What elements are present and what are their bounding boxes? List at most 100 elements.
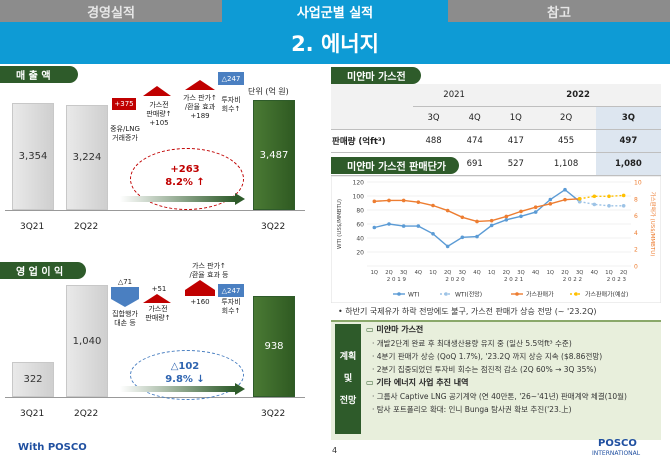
baseline <box>5 210 305 211</box>
x-year-label: 2 0 2 1 <box>504 277 523 283</box>
x-tick-label: 4Q <box>591 270 598 276</box>
data-point <box>592 194 597 199</box>
driver-badge-invest: △247 <box>218 72 244 85</box>
up-bar <box>185 290 215 296</box>
plan-label-1: 계획 <box>339 352 357 362</box>
plan-item: · 그룹사 Captive LNG 공기계약 (연 40만톤, '26~'41년… <box>372 392 627 401</box>
data-point <box>577 199 582 204</box>
up-arrow-icon <box>185 80 215 90</box>
data-point <box>416 224 421 228</box>
data-point <box>460 235 465 240</box>
x-tick-label: 4Q <box>532 270 539 276</box>
tab-performance[interactable]: 경영실적 <box>0 0 222 22</box>
data-point <box>475 234 479 239</box>
x-label-3q21: 3Q21 <box>20 409 45 419</box>
driver-text-baddebt: 집합행가 대손 등 <box>112 310 138 327</box>
x-tick-label: 3Q <box>517 270 524 276</box>
x-tick-label: 1Q <box>429 270 436 276</box>
profit-value-3q21: 322 <box>23 374 43 385</box>
x-tick-label: 2Q <box>444 270 451 276</box>
profit-value-3q22: 938 <box>264 341 284 352</box>
revenue-value-3q22: 3,487 <box>259 149 289 161</box>
revenue-change-amount: +263 <box>170 164 200 175</box>
y-axis-label-right: 가스판매가 (US$/MMBTU) <box>649 192 657 257</box>
plan-section1-title-text: 미얀마 가스전 <box>376 325 424 334</box>
plan-item: · 2분기 집중되었던 투자비 회수는 점진적 감소 (2Q 60% → 3Q … <box>372 365 597 374</box>
x-tick-label: 1Q <box>371 270 378 276</box>
data-point <box>387 198 391 203</box>
x-label-3q22: 3Q22 <box>261 409 286 419</box>
x-label-3q22: 3Q22 <box>261 222 286 232</box>
data-point <box>489 223 494 228</box>
legend-marker <box>574 292 578 296</box>
series-line <box>579 200 624 207</box>
series-line <box>579 194 624 200</box>
revenue-header: 매 출 액 <box>0 66 78 83</box>
up-arrow-icon <box>143 294 171 303</box>
plan-label-3: 전망 <box>339 396 357 406</box>
logo-posco: POSCO <box>598 438 637 449</box>
driver-text-gasvolume: 가스전 판매량↑ <box>145 305 171 322</box>
y-tick-right: 2 <box>634 247 638 254</box>
x-label-3q21: 3Q21 <box>20 222 45 232</box>
myanmar-header: 미얀마 가스전 <box>331 67 421 84</box>
data-point <box>504 218 509 222</box>
driver-badge-baddebt: △71 <box>117 278 133 286</box>
arrow-head-icon <box>235 193 245 205</box>
driver-text-gasfield: 가스전 판매량↑ +105 <box>146 101 172 127</box>
myanmar-table: 2021 2022 3Q 4Q 1Q 2Q 3Q 판매량 (억ft³) 488 … <box>331 84 661 176</box>
profit-value-2q22: 1,040 <box>72 335 102 347</box>
quarter-header: 3Q <box>413 106 455 130</box>
data-point <box>563 187 567 192</box>
profit-change: △102 9.8% ↓ <box>150 360 220 386</box>
data-point <box>401 198 406 203</box>
data-point <box>563 197 567 202</box>
quarter-header: 3Q <box>595 106 661 130</box>
driver-badge-invest2: △247 <box>218 284 244 297</box>
plan-label: 계획 및 전망 <box>335 324 361 434</box>
x-year-label: 2 0 2 2 <box>563 277 582 283</box>
x-tick-label: 1Q <box>547 270 554 276</box>
table-cell: 488 <box>413 129 455 153</box>
revenue-value-3q21: 3,354 <box>18 151 48 162</box>
tab-business-results[interactable]: 사업군별 실적 <box>222 0 448 22</box>
plan-item: · 탐사 포트폴리오 확대: 인니 Bunga 탐사권 확보 추진('23.上) <box>372 405 572 414</box>
driver-text-invest: 투자비 회수↑ <box>221 96 241 113</box>
data-point <box>533 210 538 214</box>
quarter-header: 1Q <box>495 106 537 130</box>
data-point <box>548 197 553 202</box>
x-tick-label: 4Q <box>415 270 422 276</box>
change-circle <box>130 148 244 210</box>
x-tick-label: 2Q <box>620 270 627 276</box>
y-tick-left: 80 <box>356 208 364 215</box>
x-label-2q22: 2Q22 <box>74 409 99 419</box>
bullet-icon: ▭ <box>366 378 377 387</box>
change-circle <box>130 350 244 400</box>
logo-international: INTERNATIONAL <box>592 450 641 457</box>
legend-marker <box>515 292 519 296</box>
x-label-2q22: 2Q22 <box>74 222 99 232</box>
table-corner <box>331 84 413 107</box>
profit-bar-3q21: 322 <box>12 362 54 397</box>
data-point <box>475 219 479 224</box>
data-point <box>577 197 582 201</box>
table-row: 판매량 (억ft³) 488 474 417 455 497 <box>331 129 661 153</box>
quarter-header: 4Q <box>454 106 496 130</box>
data-point <box>372 199 377 204</box>
logo-with-posco: With POSCO <box>18 442 87 453</box>
x-year-label: 2 0 1 9 <box>387 277 407 283</box>
x-tick-label: 2Q <box>385 270 392 276</box>
row-label: 판매량 (억ft³) <box>331 129 413 153</box>
data-point <box>621 204 626 208</box>
revenue-bar-2q22: 3,224 <box>66 105 108 210</box>
bullet-icon: ▭ <box>366 325 377 334</box>
tab-reference[interactable]: 참고 <box>448 0 670 22</box>
plan-item: · 4분기 판매가 상승 (QoQ 1.7%), '23.2Q 까지 상승 지속… <box>372 352 603 361</box>
y-axis-label-left: WTI (US$/MMBTU) <box>337 199 343 249</box>
price-chart-header: 미얀마 가스전 판매단가 <box>331 157 459 174</box>
profit-bar-3q22: 938 <box>253 296 295 397</box>
driver-badge-gasvolume: +51 <box>151 285 167 293</box>
legend-label: 가스판매가(예상) <box>585 291 628 299</box>
price-chart: 20 40 60 80 100 120 0 2 4 6 8 10 WTI (US$/MMBTU) 가스판매… <box>331 176 661 303</box>
driver-text-lng: 중유/LNG 거래증가 <box>110 125 140 142</box>
